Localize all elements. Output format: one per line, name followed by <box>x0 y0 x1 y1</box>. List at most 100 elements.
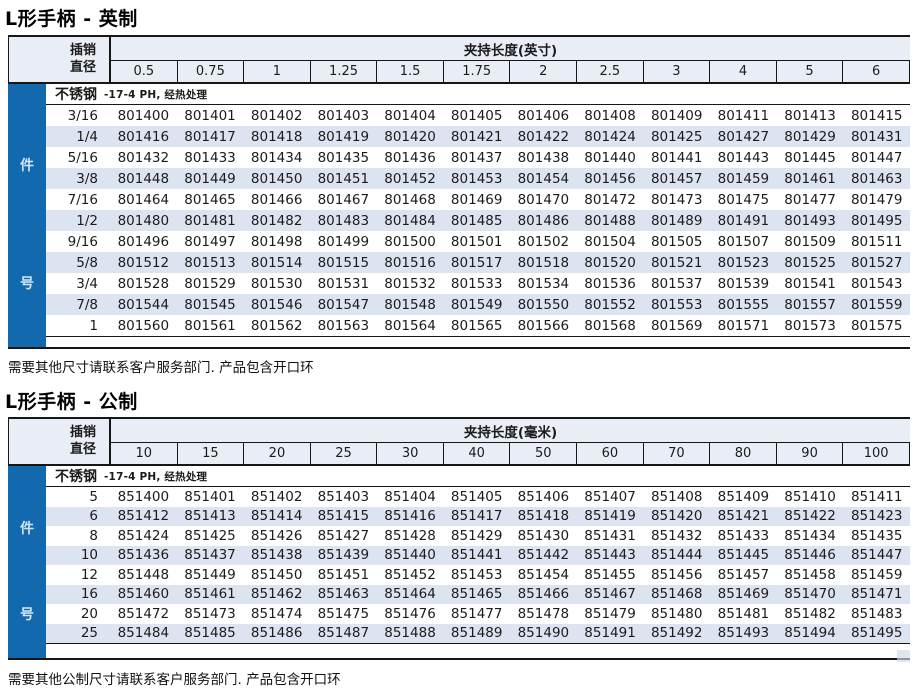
part-number-cell: 851429 <box>450 527 503 544</box>
table-rows: 3/16 801400 801401 801402 801403 801404 801405… <box>46 105 910 337</box>
part-number-cell: 801533 <box>450 275 503 292</box>
part-number-cell: 851469 <box>717 586 770 603</box>
part-number-cell: 801411 <box>717 107 770 124</box>
column-header: 6 <box>843 61 910 82</box>
part-number-cell: 851441 <box>450 547 503 564</box>
part-number-cell: 851479 <box>584 605 636 622</box>
part-number-cell: 801434 <box>250 149 303 166</box>
part-number-cell: 801559 <box>850 296 903 313</box>
part-number-cell: 801427 <box>717 128 770 145</box>
pin-size-cell: 12 <box>80 566 98 583</box>
part-number-cell: 801507 <box>717 233 770 250</box>
part-number-cell: 851491 <box>584 625 636 642</box>
part-number-cell: 801459 <box>717 170 770 187</box>
part-number-cell: 801499 <box>317 233 370 250</box>
length-header-group: 夹持长度(毫米) 10 15 20 25 30 40 50 60 70 80 90 100 <box>111 419 910 464</box>
part-number-cell: 801534 <box>517 275 570 292</box>
part-number-cell: 801563 <box>317 317 370 334</box>
part-number-cell: 801520 <box>584 254 636 271</box>
part-number-cell: 801433 <box>184 149 236 166</box>
table-row: 8 851424 851425 851426 851427 851428 851429 851… <box>46 526 910 546</box>
part-number-cell: 801404 <box>384 107 436 124</box>
part-number-cell: 851410 <box>784 488 836 505</box>
column-header: 1.75 <box>444 61 511 82</box>
table-row: 20 851472 851473 851474 851475 851476 851477 85… <box>46 604 910 624</box>
table-row: 6 851412 851413 851414 851415 851416 851417 851… <box>46 506 910 526</box>
part-number-cell: 801496 <box>117 233 170 250</box>
column-header: 1.5 <box>377 61 444 82</box>
part-number-cell: 851455 <box>584 566 636 583</box>
part-number-cell: 801452 <box>384 170 436 187</box>
pin-size-cell: 9/16 <box>67 233 98 250</box>
part-number-cell: 801408 <box>584 107 636 124</box>
column-header: 90 <box>777 443 844 464</box>
part-number-cell: 801530 <box>250 275 303 292</box>
part-number-cell: 801573 <box>784 317 836 334</box>
part-number-cell: 851418 <box>517 508 570 525</box>
part-number-cell: 801469 <box>450 191 503 208</box>
part-number-cell: 801550 <box>517 296 570 313</box>
table-end-band <box>46 644 910 658</box>
part-number-cell: 851437 <box>184 547 236 564</box>
pin-diameter-header: 插销 直径 <box>9 37 111 82</box>
part-number-cell: 851440 <box>384 547 436 564</box>
part-number-cell: 851408 <box>650 488 703 505</box>
material-spec: -17-4 PH, 经热处理 <box>104 89 208 101</box>
part-number-cell: 851495 <box>850 625 903 642</box>
part-number-cell: 851485 <box>184 625 236 642</box>
part-number-cell: 801537 <box>650 275 703 292</box>
part-number-cell: 801448 <box>117 170 170 187</box>
material-name: 不锈钢 <box>55 469 97 485</box>
part-number-cell: 801504 <box>584 233 636 250</box>
column-header: 15 <box>178 443 245 464</box>
part-number-cell: 851471 <box>850 586 903 603</box>
material-spec: -17-4 PH, 经热处理 <box>104 471 208 483</box>
part-number-cell: 801451 <box>317 170 370 187</box>
part-number-cell: 851460 <box>117 586 170 603</box>
table-title-imperial: L形手柄 - 英制 <box>5 8 138 30</box>
column-header: 2 <box>510 61 578 82</box>
part-number-cell: 801480 <box>117 212 170 229</box>
part-number-cell: 801463 <box>850 170 903 187</box>
part-number-cell: 851447 <box>850 547 903 564</box>
part-number-cell: 801484 <box>384 212 436 229</box>
part-number-cell: 851403 <box>317 488 370 505</box>
column-header: 3 <box>644 61 711 82</box>
part-number-cell: 801493 <box>784 212 836 229</box>
part-number-cell: 851426 <box>250 527 303 544</box>
part-number-cell: 801527 <box>850 254 903 271</box>
part-number-cell: 851436 <box>117 547 170 564</box>
table-title-metric: L形手柄 - 公制 <box>5 391 138 413</box>
part-number-cell: 851444 <box>650 547 703 564</box>
part-number-cell: 801405 <box>450 107 503 124</box>
part-number-cell: 801518 <box>517 254 570 271</box>
pin-size-cell: 6 <box>89 508 98 525</box>
part-number-cell: 851432 <box>650 527 703 544</box>
column-header: 60 <box>577 443 644 464</box>
part-number-cell: 801477 <box>784 191 836 208</box>
part-number-cell: 801498 <box>250 233 303 250</box>
table-body: 件号不锈钢 -17-4 PH, 经热处理 3/16 801400 801401 80140… <box>8 84 910 347</box>
table-row: 5/16 801432 801433 801434 801435 801436 801437… <box>46 147 910 168</box>
part-number-cell: 851453 <box>450 566 503 583</box>
column-header: 80 <box>710 443 777 464</box>
column-header: 50 <box>510 443 578 464</box>
part-number-cell: 801569 <box>650 317 703 334</box>
page-corner-mark <box>897 650 910 662</box>
part-number-cell: 801475 <box>717 191 770 208</box>
part-number-cell: 851456 <box>650 566 703 583</box>
column-header: 20 <box>244 443 311 464</box>
table-top-border <box>8 35 910 37</box>
pin-size-cell: 5/8 <box>76 254 98 271</box>
part-number-cell: 801419 <box>317 128 370 145</box>
part-number-sidebar: 件号 <box>8 466 46 658</box>
part-number-cell: 801436 <box>384 149 436 166</box>
part-number-cell: 801489 <box>650 212 703 229</box>
part-number-cell: 801406 <box>517 107 570 124</box>
part-number-cell: 851452 <box>384 566 436 583</box>
part-number-cell: 851409 <box>717 488 770 505</box>
part-number-cell: 801552 <box>584 296 636 313</box>
table-row: 7/8 801544 801545 801546 801547 801548 801549 8… <box>46 294 910 315</box>
part-number-cell: 851490 <box>517 625 570 642</box>
pin-size-cell: 5/16 <box>67 149 98 166</box>
